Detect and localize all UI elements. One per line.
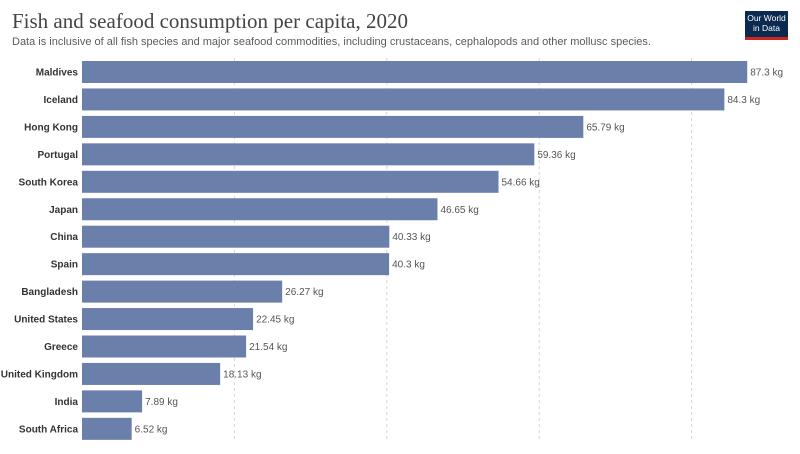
category-label: China	[50, 232, 78, 243]
bar[interactable]	[82, 88, 725, 111]
value-label: 21.54 kg	[249, 342, 287, 353]
category-label: South Korea	[19, 177, 79, 188]
category-label: Portugal	[37, 150, 78, 161]
owid-logo[interactable]: Our World in Data	[745, 11, 788, 40]
logo-line-2: in Data	[753, 23, 780, 33]
bar[interactable]	[82, 308, 254, 331]
value-label: 18.13 kg	[223, 369, 261, 380]
bar[interactable]	[82, 362, 221, 385]
bar[interactable]	[82, 61, 748, 83]
value-label: 65.79 kg	[586, 122, 624, 133]
bar[interactable]	[82, 390, 143, 413]
value-label: 7.89 kg	[145, 397, 178, 408]
category-label: Maldives	[36, 68, 79, 79]
value-label: 46.65 kg	[440, 205, 478, 216]
category-label: United Kingdom	[1, 369, 78, 380]
category-label: Bangladesh	[21, 287, 78, 298]
category-label: Spain	[51, 260, 78, 271]
value-label: 40.33 kg	[392, 232, 430, 243]
chart-subtitle: Data is inclusive of all fish species an…	[12, 36, 651, 48]
bar[interactable]	[82, 335, 247, 358]
value-label: 22.45 kg	[256, 315, 294, 326]
value-label: 26.27 kg	[285, 287, 323, 298]
logo-line-1: Our World	[747, 13, 786, 23]
bar[interactable]	[82, 280, 283, 303]
bar[interactable]	[82, 225, 390, 248]
value-label: 59.36 kg	[537, 150, 575, 161]
category-label: South Africa	[19, 424, 79, 435]
category-label: India	[55, 397, 79, 408]
value-label: 84.3 kg	[727, 95, 760, 106]
category-label: Greece	[44, 342, 78, 353]
bar[interactable]	[82, 198, 438, 221]
value-label: 40.3 kg	[392, 260, 425, 271]
category-label: Iceland	[44, 95, 78, 106]
bar[interactable]	[82, 143, 535, 166]
bar[interactable]	[82, 417, 132, 440]
value-label: 54.66 kg	[502, 177, 540, 188]
category-label: Japan	[49, 205, 78, 216]
value-label: 87.3 kg	[750, 68, 783, 79]
bar[interactable]	[82, 253, 390, 276]
value-label: 6.52 kg	[135, 424, 168, 435]
logo-accent-bar	[745, 37, 788, 40]
category-label: United States	[14, 315, 78, 326]
category-label: Hong Kong	[24, 122, 78, 133]
bar[interactable]	[82, 170, 499, 193]
bar[interactable]	[82, 115, 584, 138]
chart-title: Fish and seafood consumption per capita,…	[12, 9, 409, 33]
